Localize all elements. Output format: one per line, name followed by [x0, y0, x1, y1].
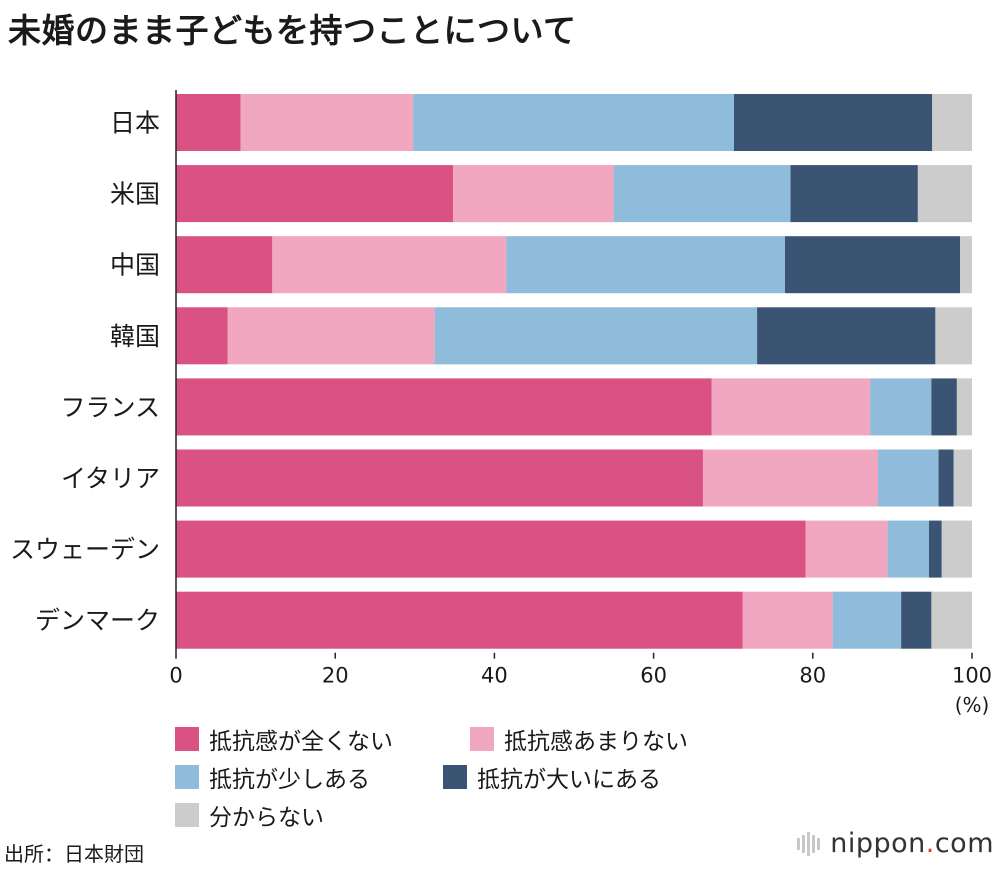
legend-item: 抵抗感が全くない	[175, 722, 393, 756]
bar-segment	[929, 520, 942, 578]
bar-segment	[932, 94, 972, 151]
bar-segment	[240, 94, 414, 151]
bar-segment	[711, 378, 871, 436]
x-tick-label: 40	[481, 664, 508, 688]
category-label: イタリア	[61, 464, 160, 493]
x-tick-label: 100	[952, 664, 992, 688]
bar-segment	[176, 520, 806, 578]
bar-segment	[413, 94, 734, 151]
legend-label: 抵抗感あまりない	[504, 729, 688, 755]
bar-segment	[613, 165, 791, 223]
x-tick-label: 0	[169, 664, 182, 688]
bar-segment	[176, 591, 743, 649]
bar-segment	[941, 520, 972, 578]
bar-segment	[870, 378, 932, 436]
bar-segment	[742, 591, 833, 649]
bar-segment	[176, 449, 703, 507]
bar-segment	[917, 165, 972, 223]
bar-segment	[434, 307, 758, 365]
logo-dot: .	[925, 828, 935, 859]
bar-segment	[931, 591, 972, 649]
bar-segment	[453, 165, 614, 223]
category-label: スウェーデン	[10, 535, 160, 564]
bar-segment	[887, 520, 930, 578]
nippon-logo: nippon.com	[797, 828, 994, 859]
bar-segment	[176, 94, 241, 151]
logo-domain: com	[934, 828, 994, 859]
page-title: 未婚のまま子どもを持つことについて	[8, 11, 577, 50]
bar-segment	[702, 449, 879, 507]
legend-label: 抵抗感が全くない	[209, 729, 393, 755]
bar-segment	[506, 236, 785, 294]
bar-segment	[784, 236, 961, 294]
category-label: 中国	[110, 251, 160, 280]
legend-label: 分からない	[209, 805, 324, 831]
bar-segment	[272, 236, 507, 294]
x-axis: 0 20 40 60 80 100	[169, 90, 992, 688]
category-label: フランス	[60, 393, 160, 422]
legend-item: 抵抗が大いにある	[443, 760, 661, 794]
axis-unit-label: (%)	[955, 693, 990, 717]
bar-segment	[832, 591, 902, 649]
category-label: デンマーク	[35, 606, 160, 635]
bar-segment	[938, 449, 954, 507]
legend-label: 抵抗が大いにある	[477, 767, 661, 793]
legend-swatch	[175, 765, 199, 789]
bar-segment	[227, 307, 435, 365]
legend: 抵抗感が全くない 抵抗感あまりない抵抗が少しある 抵抗が大いにある分からない	[175, 722, 775, 832]
bar-segments	[176, 94, 972, 649]
bar-segment	[790, 165, 918, 223]
bar-segment	[956, 378, 972, 436]
bar-segment	[901, 591, 932, 649]
legend-swatch	[175, 727, 199, 751]
legend-item: 抵抗が少しある	[175, 760, 370, 794]
legend-label: 抵抗が少しある	[209, 767, 370, 793]
x-tick-label: 60	[640, 664, 667, 688]
bar-segment	[176, 236, 273, 294]
bar-segment	[176, 378, 712, 436]
bar-segment	[805, 520, 888, 578]
category-label: 日本	[110, 109, 160, 138]
bar-segment	[953, 449, 972, 507]
category-label: 米国	[110, 180, 160, 209]
logo-name: nippon	[830, 828, 926, 859]
bar-segment	[960, 236, 972, 294]
bar-segment	[176, 307, 228, 365]
bar-segment	[757, 307, 936, 365]
bars-icon	[797, 831, 822, 856]
source-note: 出所：日本財団	[4, 842, 144, 866]
bar-segment	[931, 378, 957, 436]
x-tick-label: 80	[799, 664, 826, 688]
legend-swatch	[470, 727, 494, 751]
legend-item: 抵抗感あまりない	[470, 722, 688, 756]
bar-segment	[176, 165, 454, 223]
bar-segment	[935, 307, 972, 365]
legend-swatch	[175, 803, 199, 827]
legend-swatch	[443, 765, 467, 789]
x-tick-label: 20	[322, 664, 349, 688]
bar-segment	[733, 94, 933, 151]
category-label: 韓国	[110, 322, 160, 351]
bar-segment	[878, 449, 939, 507]
legend-item: 分からない	[175, 798, 324, 832]
